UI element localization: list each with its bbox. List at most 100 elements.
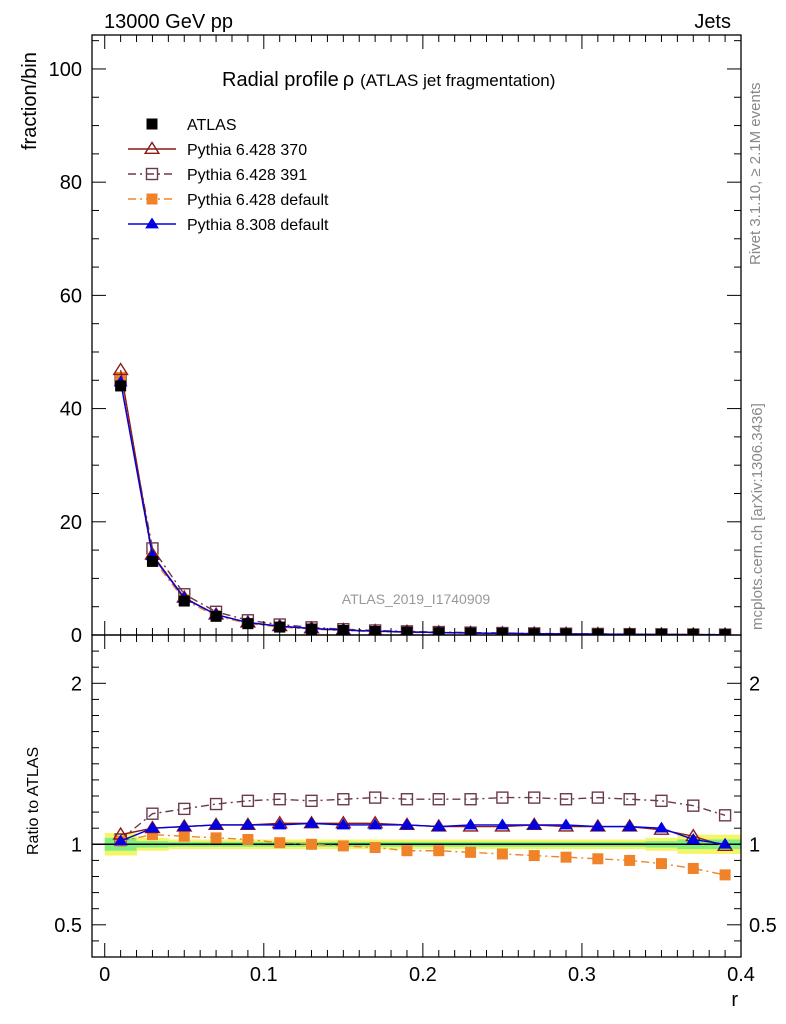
ratio-point xyxy=(113,834,128,846)
ratio-point xyxy=(686,832,701,844)
analysis-watermark: ATLAS_2019_I1740909 xyxy=(342,591,491,607)
ratio-line xyxy=(120,822,726,845)
data-point xyxy=(274,621,286,633)
ratio-point xyxy=(591,791,605,804)
ratio-point xyxy=(209,797,223,811)
ratio-point xyxy=(496,791,509,804)
data-point xyxy=(115,380,127,392)
legend-entry-pythia-6-428-default: Pythia 6.428 default xyxy=(128,192,329,209)
ratio-axes: 0.5 0.5 1 1 2 2 0 0.1 0.2 0.3 0.4 xyxy=(54,634,777,986)
ratio-pythia-6-428-default xyxy=(115,829,731,881)
legend-marker xyxy=(145,217,159,229)
rivet-label: Rivet 3.1.10, ≥ 2.1M events xyxy=(747,83,764,266)
ratio-point xyxy=(304,816,319,828)
ratio-point xyxy=(495,818,510,830)
legend: ATLAS Pythia 6.428 370 Pythia 6.428 391 Pyt… xyxy=(128,117,329,234)
ratio-y-tick-label: 2 xyxy=(71,673,82,695)
ratio-point xyxy=(368,818,383,830)
ratio-point xyxy=(337,840,349,852)
legend-entry-pythia-6-428-370: Pythia 6.428 370 xyxy=(128,141,307,159)
legend-entry-atlas: ATLAS xyxy=(146,117,237,134)
legend-label: ATLAS xyxy=(187,117,237,134)
ratio-y-tick-label: 0.5 xyxy=(54,915,82,937)
ratio-point xyxy=(624,854,636,866)
ratio-point xyxy=(305,794,318,808)
y-tick-label: 40 xyxy=(60,399,82,421)
ratio-point xyxy=(369,842,381,854)
data-point xyxy=(242,618,254,630)
ratio-point xyxy=(528,791,541,804)
legend-marker xyxy=(143,141,161,155)
ratio-point xyxy=(432,793,445,806)
ratio-point xyxy=(272,818,287,830)
ratio-point xyxy=(400,793,414,806)
ratio-point xyxy=(177,820,192,831)
ratio-point xyxy=(687,862,699,874)
ratio-point xyxy=(178,802,191,816)
ratio-point xyxy=(209,818,223,830)
ratio-point xyxy=(210,832,222,844)
ratio-point xyxy=(337,793,350,806)
ratio-point xyxy=(655,794,668,808)
ratio-point xyxy=(527,818,542,830)
ratio-point xyxy=(400,818,414,830)
ratio-point xyxy=(306,838,318,850)
ratio-point xyxy=(146,807,159,820)
data-point xyxy=(178,595,190,607)
ratio-point xyxy=(592,853,604,865)
ratio-point xyxy=(590,820,605,831)
ratio-pythia-8-308-default xyxy=(113,816,732,849)
ratio-point xyxy=(465,846,477,858)
data-point xyxy=(146,555,158,567)
ratio-point xyxy=(463,818,478,830)
ratio-pythia-6-428-391 xyxy=(114,791,732,846)
ratio-point xyxy=(274,837,286,849)
ratio-point xyxy=(146,829,158,841)
ratio-frame xyxy=(91,634,742,958)
ratio-y-tick-label-right: 2 xyxy=(749,673,760,695)
ratio-point xyxy=(719,869,731,881)
ratio-y-tick-label-right: 0.5 xyxy=(749,915,777,937)
x-tick-label: 0.1 xyxy=(250,964,278,986)
ratio-y-tick-label: 1 xyxy=(71,834,82,856)
ratio-point xyxy=(718,837,732,849)
ratio-point xyxy=(687,799,700,812)
chart-title-rho: ρ xyxy=(343,69,354,91)
legend-label: Pythia 8.308 default xyxy=(187,217,329,234)
ratio-point xyxy=(273,793,286,806)
ratio-series-group xyxy=(112,791,734,881)
x-tick-label: 0.3 xyxy=(568,964,596,986)
chart-title-main: Radial profile xyxy=(222,69,339,91)
ratio-point xyxy=(654,821,669,833)
data-point xyxy=(210,610,222,622)
ratio-point xyxy=(431,820,446,831)
chart-title-sub: (ATLAS jet fragmentation) xyxy=(360,71,555,90)
ratio-point xyxy=(560,851,572,863)
x-tick-label: 0.2 xyxy=(409,964,437,986)
y-tick-label: 100 xyxy=(49,59,82,81)
ratio-point xyxy=(655,858,667,870)
ratio-point xyxy=(559,818,573,830)
legend-entry-pythia-8-308-default: Pythia 8.308 default xyxy=(128,217,329,234)
y-tick-label: 20 xyxy=(60,512,82,534)
main-axes: 0 20 40 60 80 100 xyxy=(49,34,742,647)
legend-label: Pythia 6.428 391 xyxy=(187,167,307,184)
ratio-uncertainty-band xyxy=(92,833,741,856)
ratio-point xyxy=(401,845,413,857)
ratio-point xyxy=(622,820,637,831)
ratio-point xyxy=(178,830,190,842)
legend-label: Pythia 6.428 default xyxy=(187,192,329,209)
mcplots-label: mcplots.cern.ch [arXiv:1306.3436] xyxy=(749,403,766,630)
ratio-point xyxy=(368,791,382,804)
data-point xyxy=(112,362,129,376)
ratio-y-tick-label-right: 1 xyxy=(749,834,760,856)
chart-title: Radial profile ρ (ATLAS jet fragmentation) xyxy=(222,69,555,91)
legend-marker xyxy=(146,118,158,130)
main-ylabel: fraction/bin xyxy=(19,52,41,150)
legend-marker xyxy=(146,193,158,205)
legend-entry-pythia-6-428-391: Pythia 6.428 391 xyxy=(128,167,307,184)
ratio-point xyxy=(145,821,160,833)
legend-label: Pythia 6.428 370 xyxy=(187,142,307,159)
ratio-point xyxy=(464,793,477,806)
